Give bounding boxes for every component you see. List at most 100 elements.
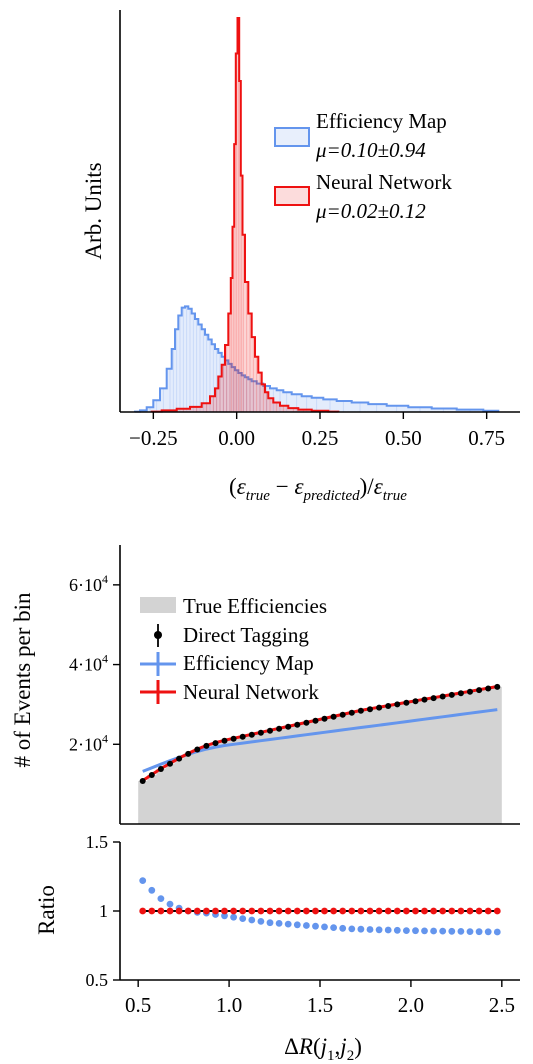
marker-direct-tagging bbox=[457, 690, 464, 697]
ratio-marker-efficiency-map bbox=[457, 928, 465, 935]
top-x-tick-label: 0.75 bbox=[468, 426, 505, 450]
marker-direct-tagging bbox=[448, 691, 455, 698]
ratio-marker-efficiency-map bbox=[366, 926, 374, 933]
ratio-marker-neural-network bbox=[484, 907, 492, 915]
ratio-marker-efficiency-map bbox=[330, 924, 337, 931]
marker-direct-tagging bbox=[185, 750, 192, 757]
ratio-marker-efficiency-map bbox=[248, 916, 256, 924]
ratio-marker-neural-network bbox=[321, 907, 328, 915]
ratio-marker-neural-network bbox=[330, 907, 337, 915]
top-x-tick-label: 0.00 bbox=[218, 426, 255, 450]
ratio-marker-neural-network bbox=[293, 907, 301, 915]
ratio-marker-efficiency-map bbox=[257, 918, 265, 925]
marker-direct-tagging bbox=[248, 731, 255, 738]
marker-direct-tagging bbox=[494, 683, 501, 690]
legend-label-efficiency-map-mid: Efficiency Map bbox=[183, 651, 314, 675]
ratio-marker-efficiency-map bbox=[148, 886, 156, 894]
ratio-marker-neural-network bbox=[475, 907, 483, 915]
top-x-tick-label: −0.25 bbox=[129, 426, 178, 450]
bot-y-tick-label: 0.5 bbox=[86, 970, 109, 990]
ratio-marker-neural-network bbox=[166, 907, 174, 915]
top-y-label: Arb. Units bbox=[81, 162, 106, 259]
marker-direct-tagging bbox=[321, 715, 328, 722]
hist-outline-efficiency-map bbox=[134, 305, 500, 413]
top-x-label: (εtrue − εpredicted)/εtrue bbox=[229, 474, 407, 504]
ratio-marker-efficiency-map bbox=[493, 928, 501, 936]
ratio-marker-efficiency-map bbox=[266, 919, 274, 927]
ratio-marker-neural-network bbox=[212, 907, 219, 915]
ratio-marker-efficiency-map bbox=[375, 926, 383, 934]
marker-direct-tagging bbox=[294, 721, 301, 728]
mid-y-tick-label: 2·104 bbox=[69, 731, 108, 754]
ratio-marker-efficiency-map bbox=[139, 877, 147, 884]
marker-direct-tagging bbox=[276, 725, 283, 732]
marker-direct-tagging bbox=[194, 746, 201, 753]
ratio-marker-neural-network bbox=[157, 907, 165, 915]
ratio-marker-efficiency-map bbox=[284, 920, 292, 928]
ratio-marker-neural-network bbox=[230, 907, 238, 915]
marker-direct-tagging bbox=[148, 772, 155, 778]
marker-direct-tagging bbox=[203, 742, 210, 749]
top-x-ticks: −0.25 0.00 0.25 0.50 0.75 bbox=[129, 412, 505, 450]
bot-y-tick-label: 1.5 bbox=[86, 832, 109, 852]
marker-direct-tagging bbox=[467, 688, 473, 695]
marker-direct-tagging bbox=[157, 766, 164, 772]
line-efficiency-map bbox=[142, 708, 498, 773]
marker-direct-tagging bbox=[476, 687, 483, 694]
bot-y-label: Ratio bbox=[34, 885, 59, 935]
marker-direct-tagging bbox=[348, 709, 355, 716]
marker-direct-tagging bbox=[285, 723, 292, 730]
ratio-marker-neural-network bbox=[339, 907, 347, 915]
legend-swatch-efficiency-map bbox=[274, 127, 310, 147]
mid-y-tick-label: 6·104 bbox=[69, 572, 108, 595]
ratio-marker-efficiency-map bbox=[275, 920, 283, 927]
area-true-efficiencies bbox=[138, 686, 502, 824]
top-x-tick-label: 0.50 bbox=[385, 426, 422, 450]
mid-y-label: # of Events per bin bbox=[10, 592, 35, 768]
marker-direct-tagging bbox=[257, 729, 264, 736]
ratio-marker-neural-network bbox=[457, 907, 465, 915]
hist-fill-efficiency-map bbox=[135, 306, 499, 412]
marker-direct-tagging bbox=[221, 737, 228, 744]
ratio-marker-efficiency-map bbox=[321, 923, 328, 931]
marker-direct-tagging bbox=[485, 685, 492, 692]
bot-y-ticks: 0.5 1 1.5 bbox=[86, 832, 120, 990]
legend-swatch-true-efficiencies bbox=[140, 597, 176, 613]
mid-y-tick-label: 4·104 bbox=[69, 652, 108, 675]
marker-direct-tagging bbox=[421, 696, 428, 703]
ratio-marker-efficiency-map bbox=[421, 927, 428, 935]
ratio-marker-efficiency-map bbox=[439, 927, 447, 935]
bot-x-tick-label: 0.5 bbox=[125, 993, 151, 1017]
ratio-marker-efficiency-map bbox=[384, 926, 392, 934]
marker-direct-tagging bbox=[212, 740, 219, 747]
legend-label-neural-network-mid: Neural Network bbox=[183, 680, 319, 704]
legend-stat-neural-network: μ=0.02±0.12 bbox=[315, 199, 426, 223]
marker-direct-tagging bbox=[367, 706, 373, 713]
ratio-marker-efficiency-map bbox=[412, 927, 419, 935]
ratio-marker-neural-network bbox=[403, 907, 410, 915]
ratio-marker-efficiency-map bbox=[430, 927, 437, 935]
ratio-marker-neural-network bbox=[430, 907, 437, 915]
ratio-marker-efficiency-map bbox=[239, 915, 247, 922]
hist-outline-neural-network bbox=[150, 17, 340, 413]
ratio-marker-efficiency-map bbox=[393, 926, 401, 934]
ratio-marker-efficiency-map bbox=[303, 922, 310, 929]
ratio-marker-neural-network bbox=[148, 907, 156, 915]
marker-direct-tagging bbox=[430, 695, 437, 702]
marker-direct-tagging bbox=[339, 711, 346, 718]
ratio-marker-neural-network bbox=[357, 907, 365, 915]
ratio-marker-neural-network bbox=[412, 907, 419, 915]
marker-direct-tagging bbox=[330, 713, 337, 720]
ratio-marker-efficiency-map bbox=[293, 921, 301, 929]
top-legend: Efficiency Map μ=0.10±0.94 Neural Networ… bbox=[274, 109, 452, 223]
ratio-marker-efficiency-map bbox=[230, 913, 238, 921]
ratio-marker-neural-network bbox=[366, 907, 374, 915]
ratio-marker-neural-network bbox=[248, 907, 256, 915]
ratio-marker-efficiency-map bbox=[357, 925, 365, 933]
bot-y-tick-label: 1 bbox=[99, 901, 108, 921]
marker-direct-tagging bbox=[394, 701, 401, 708]
ratio-marker-neural-network bbox=[466, 907, 474, 915]
bot-x-tick-label: 2.0 bbox=[398, 993, 424, 1017]
bot-x-ticks: 0.5 1.0 1.5 2.0 2.5 bbox=[125, 980, 515, 1017]
